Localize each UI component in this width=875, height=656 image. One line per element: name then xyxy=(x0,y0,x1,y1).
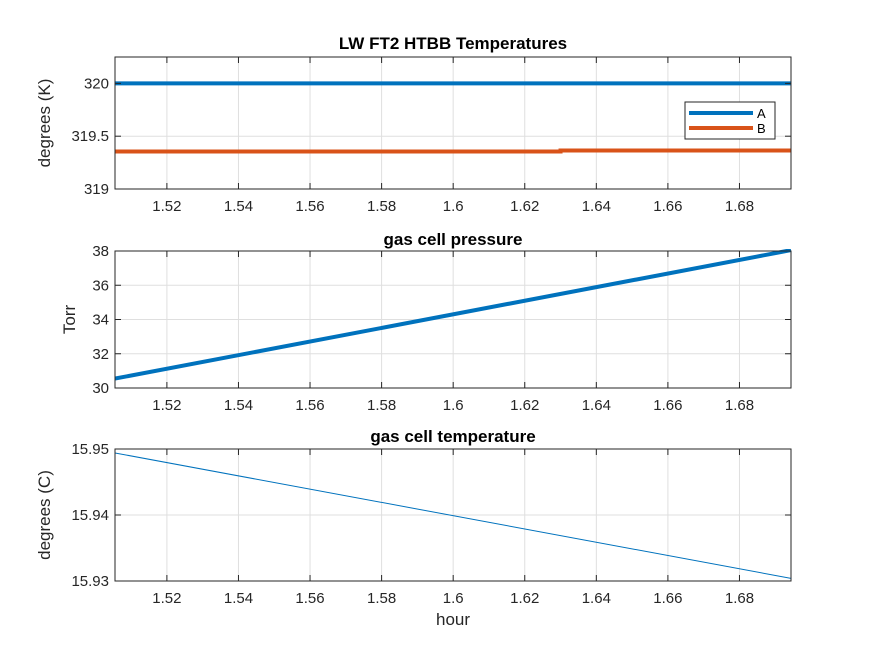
x-tick-label: 1.66 xyxy=(653,198,682,215)
x-tick-label: 1.62 xyxy=(510,590,539,607)
x-tick-label: 1.62 xyxy=(510,397,539,414)
y-tick-label: 15.94 xyxy=(71,507,109,524)
y-tick-label: 38 xyxy=(92,243,109,260)
x-tick-label: 1.6 xyxy=(443,397,464,414)
x-tick-label: 1.68 xyxy=(725,397,754,414)
x-tick-label: 1.58 xyxy=(367,198,396,215)
y-tick-label: 320 xyxy=(84,75,109,92)
x-tick-label: 1.54 xyxy=(224,590,253,607)
y-tick-label: 30 xyxy=(92,380,109,397)
x-tick-label: 1.56 xyxy=(295,198,324,215)
legend-box xyxy=(684,101,776,140)
x-tick-label: 1.52 xyxy=(152,198,181,215)
chart-title: gas cell temperature xyxy=(370,427,535,446)
x-tick-label: 1.64 xyxy=(582,198,611,215)
x-axis-label: hour xyxy=(436,610,470,629)
y-tick-label: 34 xyxy=(92,312,109,329)
x-tick-label: 1.56 xyxy=(295,397,324,414)
x-tick-label: 1.58 xyxy=(367,397,396,414)
chart-panel-1: 1.52 1.54 1.56 1.58 1.6 1.62 1.64 1.66 1.68 319 31… xyxy=(35,34,792,215)
y-axis-label: Torr xyxy=(60,305,79,335)
legend-label-a: A xyxy=(757,106,766,121)
x-tick-label: 1.62 xyxy=(510,198,539,215)
legend: AB xyxy=(684,101,776,140)
x-tick-label: 1.56 xyxy=(295,590,324,607)
x-tick-label: 1.54 xyxy=(224,198,253,215)
x-tick-label: 1.68 xyxy=(725,198,754,215)
x-tick-label: 1.66 xyxy=(653,397,682,414)
y-tick-label: 319.5 xyxy=(71,128,109,145)
x-tick-label: 1.68 xyxy=(725,590,754,607)
y-tick-label: 319 xyxy=(84,181,109,198)
x-tick-label: 1.6 xyxy=(443,590,464,607)
x-tick-label: 1.6 xyxy=(443,198,464,215)
x-tick-label: 1.64 xyxy=(582,397,611,414)
x-tick-label: 1.58 xyxy=(367,590,396,607)
y-tick-label: 15.95 xyxy=(71,441,109,458)
y-axis-label: degrees (K) xyxy=(35,79,54,168)
y-axis-label: degrees (C) xyxy=(35,470,54,560)
chart-panel-3: 1.52 1.54 1.56 1.58 1.6 1.62 1.64 1.66 1.68 15.93… xyxy=(35,427,792,629)
x-tick-label: 1.52 xyxy=(152,397,181,414)
y-tick-label: 36 xyxy=(92,277,109,294)
x-tick-label: 1.52 xyxy=(152,590,181,607)
series-line-1 xyxy=(115,249,791,381)
x-tick-label: 1.64 xyxy=(582,590,611,607)
x-tick-label: 1.54 xyxy=(224,397,253,414)
chart-title: LW FT2 HTBB Temperatures xyxy=(339,34,567,53)
chart-title: gas cell pressure xyxy=(384,230,523,249)
y-tick-label: 32 xyxy=(92,346,109,363)
y-tick-label: 15.93 xyxy=(71,573,109,590)
series-line-1 xyxy=(115,452,791,579)
series-line-b xyxy=(115,148,791,154)
chart-panel-2: 1.52 1.54 1.56 1.58 1.6 1.62 1.64 1.66 1.68 30 32 3… xyxy=(60,230,792,414)
legend-label-b: B xyxy=(757,121,766,136)
x-tick-label: 1.66 xyxy=(653,590,682,607)
